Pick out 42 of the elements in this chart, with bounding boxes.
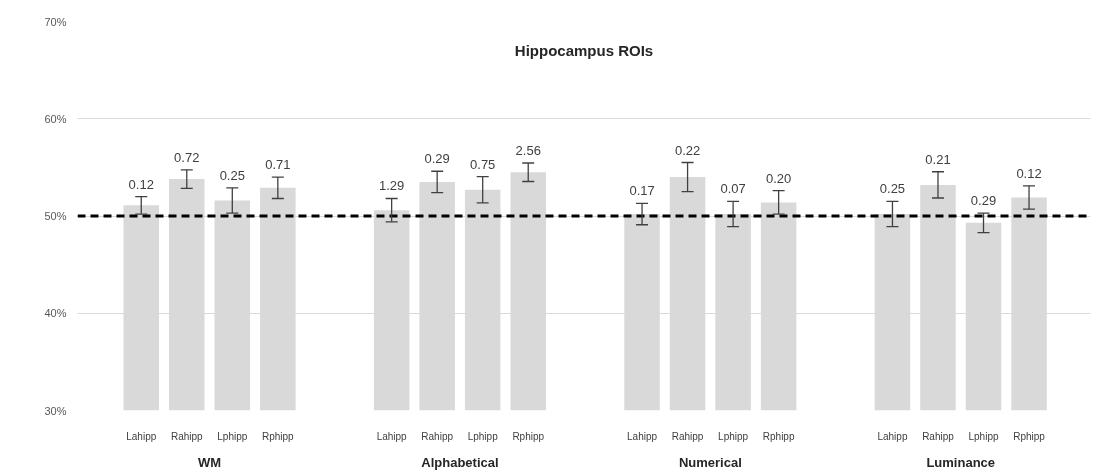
annotation: 2.56 — [515, 143, 541, 158]
x-tick-label: Lahipp — [877, 430, 908, 442]
annotation: 0.22 — [674, 142, 701, 158]
text: WM — [197, 454, 222, 470]
annotation: 0.72 — [174, 149, 200, 165]
annotation: 0.20 — [765, 170, 792, 186]
x-tick-label: Lphipp — [718, 430, 749, 442]
annotation: 0.21 — [925, 151, 951, 167]
x-tick-label: Rahipp — [922, 430, 955, 442]
annotation: 0.29 — [424, 151, 450, 167]
text: Hippocampus ROIs — [514, 42, 654, 60]
x-tick-label: Rahipp — [170, 430, 204, 442]
text: Luminance — [926, 454, 996, 470]
y-tick-label: 50% — [44, 210, 67, 222]
y-tick-label: 30% — [44, 404, 67, 417]
annotation: 0.07 — [720, 181, 746, 197]
annotation: 0.25 — [879, 181, 906, 197]
x-tick-label: Rphipp — [512, 430, 545, 442]
text: Alphabetical — [421, 454, 499, 470]
annotation: 0.75 — [470, 156, 496, 172]
x-tick-label: Rphipp — [1013, 430, 1046, 442]
annotation: 0.25 — [219, 167, 245, 183]
x-tick-label: Lahipp — [376, 430, 408, 442]
x-tick-label: Lahipp — [126, 430, 157, 442]
x-tick-label: Rphipp — [261, 430, 295, 442]
annotation: 0.17 — [629, 183, 655, 199]
x-tick-label: Rphipp — [762, 430, 795, 442]
annotation: 0.12 — [128, 176, 154, 192]
annotation: 0.29 — [970, 193, 997, 209]
y-tick-label: 70% — [44, 15, 67, 28]
x-tick-label: Lphipp — [217, 430, 248, 442]
annotation: 0.12 — [1016, 165, 1042, 181]
text: Numerical — [678, 454, 742, 470]
annotation: 1.29 — [378, 178, 405, 194]
y-tick-label: 60% — [44, 112, 67, 125]
x-tick-label: Lphipp — [968, 430, 999, 442]
x-tick-label: Rahipp — [421, 430, 454, 442]
x-tick-label: Rahipp — [671, 430, 704, 442]
x-tick-label: Lahipp — [627, 430, 658, 442]
annotation: 0.71 — [265, 157, 291, 173]
x-tick-label: Lphipp — [467, 430, 499, 442]
y-tick-label: 40% — [44, 307, 67, 320]
